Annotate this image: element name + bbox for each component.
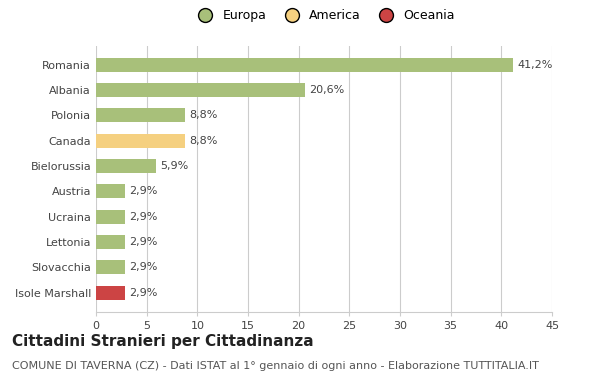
Text: Cittadini Stranieri per Cittadinanza: Cittadini Stranieri per Cittadinanza: [12, 334, 314, 349]
Text: 41,2%: 41,2%: [518, 60, 553, 70]
Bar: [96, 235, 125, 249]
Text: 2,9%: 2,9%: [130, 237, 158, 247]
Bar: [96, 210, 125, 223]
Bar: [96, 260, 125, 274]
Text: 2,9%: 2,9%: [130, 262, 158, 272]
Bar: [96, 184, 125, 198]
Bar: [96, 108, 185, 122]
Text: 8,8%: 8,8%: [189, 110, 218, 120]
Text: 8,8%: 8,8%: [189, 136, 218, 146]
Bar: [96, 134, 185, 147]
Text: 2,9%: 2,9%: [130, 212, 158, 222]
Bar: [96, 159, 156, 173]
Text: COMUNE DI TAVERNA (CZ) - Dati ISTAT al 1° gennaio di ogni anno - Elaborazione TU: COMUNE DI TAVERNA (CZ) - Dati ISTAT al 1…: [12, 361, 539, 371]
Text: 2,9%: 2,9%: [130, 186, 158, 196]
Text: 5,9%: 5,9%: [160, 161, 188, 171]
Bar: [96, 58, 514, 71]
Text: 2,9%: 2,9%: [130, 288, 158, 298]
Bar: [96, 83, 305, 97]
Bar: [96, 286, 125, 299]
Legend: Europa, America, Oceania: Europa, America, Oceania: [188, 4, 460, 27]
Text: 20,6%: 20,6%: [309, 85, 344, 95]
